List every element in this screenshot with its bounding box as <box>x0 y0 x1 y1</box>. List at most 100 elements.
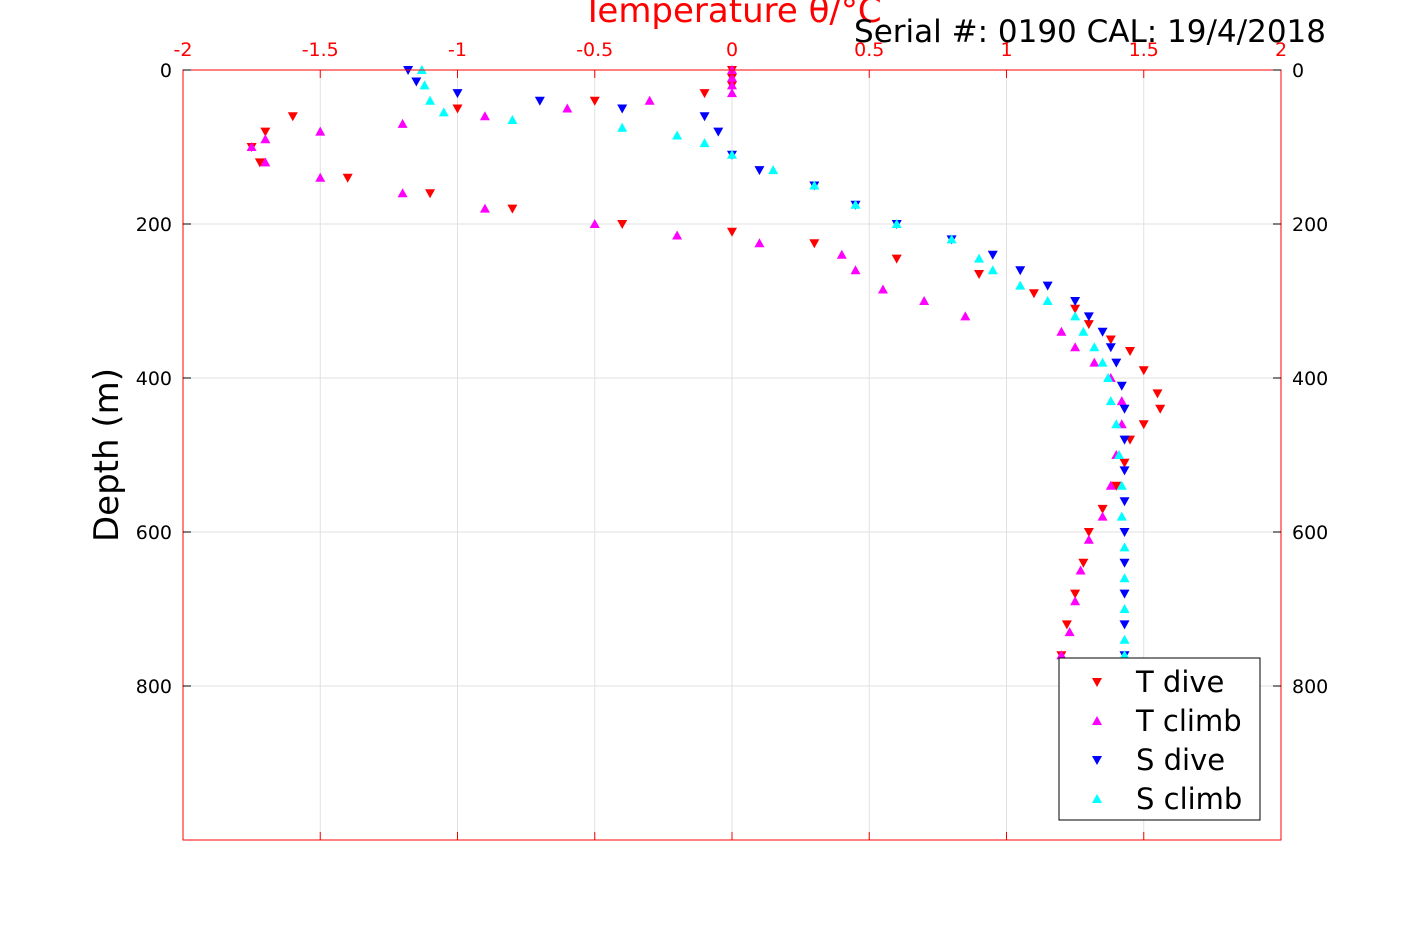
legend-entry: S climb <box>1136 782 1242 816</box>
data-point <box>507 115 518 125</box>
data-point <box>1064 627 1075 637</box>
data-point <box>1138 420 1149 430</box>
data-point <box>1083 320 1094 330</box>
data-point <box>1114 450 1125 459</box>
data-point <box>617 220 628 229</box>
data-point <box>809 239 820 249</box>
data-point <box>1083 528 1094 537</box>
y-tick-label-right: 400 <box>1292 368 1328 390</box>
data-point <box>562 103 573 113</box>
data-point <box>1111 358 1122 368</box>
y-tick-label-right: 0 <box>1292 60 1304 82</box>
data-point <box>891 254 902 264</box>
data-point <box>1119 497 1130 507</box>
data-point <box>1119 589 1130 599</box>
data-point <box>727 149 737 159</box>
data-point <box>891 219 902 228</box>
data-point <box>1105 396 1116 406</box>
data-point <box>1138 366 1149 376</box>
data-point <box>974 253 985 263</box>
data-point <box>836 249 847 259</box>
x-tick-label: -2 <box>174 39 193 61</box>
data-point <box>507 204 518 214</box>
data-point <box>419 80 430 90</box>
data-point <box>452 104 463 114</box>
data-point <box>1105 480 1116 490</box>
data-point <box>1028 289 1039 299</box>
data-point <box>644 95 655 105</box>
data-point <box>1116 480 1127 490</box>
data-point <box>1056 650 1067 660</box>
y-tick-label-left: 200 <box>136 214 172 236</box>
series-s-climb <box>416 65 1130 660</box>
data-point <box>1119 573 1130 583</box>
data-point <box>1119 528 1130 537</box>
data-point <box>425 95 436 105</box>
data-point <box>1111 481 1122 491</box>
data-point <box>1083 312 1094 322</box>
x-tick-label: 2 <box>1275 39 1287 61</box>
data-point <box>452 89 463 99</box>
data-point <box>397 118 408 128</box>
data-point <box>425 189 436 199</box>
x-tick-label: 1 <box>1000 39 1012 61</box>
legend-marker <box>1092 716 1102 725</box>
data-point <box>397 188 408 198</box>
data-point <box>589 219 600 228</box>
data-point <box>1070 342 1081 352</box>
data-point <box>1083 534 1094 544</box>
data-point <box>1111 419 1122 429</box>
data-point <box>919 296 930 305</box>
y-axis-label: Depth (m) <box>87 368 127 542</box>
y-tick-label-left: 400 <box>136 368 172 390</box>
data-point <box>1155 404 1166 414</box>
data-point <box>987 265 998 275</box>
y-tick-label-right: 600 <box>1292 522 1328 544</box>
data-point <box>1119 604 1130 613</box>
data-point <box>960 311 971 321</box>
x-tick-label: -1 <box>448 39 467 61</box>
data-point <box>699 138 710 148</box>
data-point <box>260 127 271 137</box>
x-tick-label: 0.5 <box>854 39 884 61</box>
data-point <box>246 142 257 151</box>
data-point <box>1078 558 1089 568</box>
data-point <box>1070 304 1081 314</box>
legend-marker <box>1092 678 1102 687</box>
grid-lines <box>183 70 1281 840</box>
legend-entry: S dive <box>1136 743 1225 777</box>
data-point <box>1103 373 1114 382</box>
y-tick-label-right: 200 <box>1292 214 1328 236</box>
y-tick-label-right: 800 <box>1292 676 1328 698</box>
data-point <box>727 88 737 98</box>
data-point <box>617 104 628 114</box>
x-tick-label: 1.5 <box>1129 39 1159 61</box>
data-point <box>1116 511 1127 521</box>
data-point <box>1070 596 1081 606</box>
data-point <box>1070 589 1081 599</box>
data-point <box>287 112 298 122</box>
legend: T dive T climb S dive S climb <box>1058 657 1261 821</box>
data-point <box>727 80 737 90</box>
data-point <box>1116 396 1127 406</box>
data-series <box>246 65 1166 661</box>
data-point <box>987 250 998 260</box>
legend-marker <box>1092 756 1102 765</box>
data-point <box>1105 335 1116 345</box>
data-point <box>1125 347 1136 357</box>
y-tick-label-left: 0 <box>160 60 172 82</box>
data-point <box>479 203 490 213</box>
data-point <box>1089 342 1100 352</box>
data-point <box>877 284 888 294</box>
data-point <box>1116 381 1127 391</box>
y-tick-label-left: 800 <box>136 676 172 698</box>
data-point <box>1097 511 1108 521</box>
data-point <box>438 107 449 117</box>
legend-marker <box>1092 794 1102 803</box>
data-point <box>1089 357 1100 367</box>
x-tick-label: -0.5 <box>576 39 613 61</box>
data-point <box>1078 326 1089 336</box>
data-point <box>315 126 326 136</box>
data-point <box>754 238 765 248</box>
